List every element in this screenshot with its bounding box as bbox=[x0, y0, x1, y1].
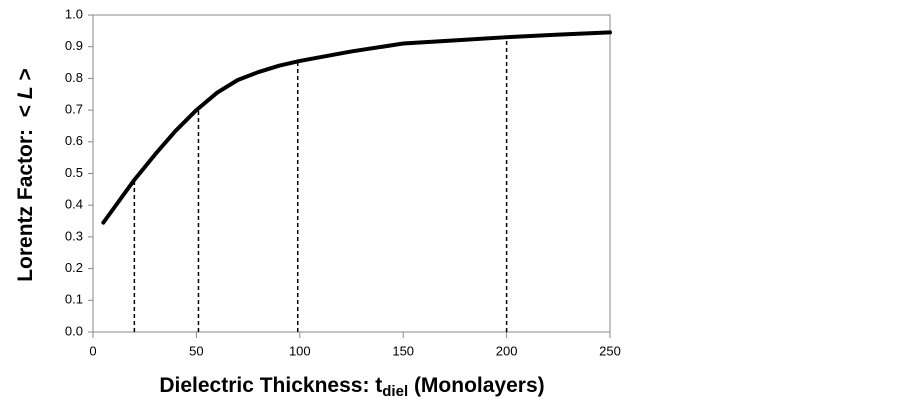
curve bbox=[101, 30, 612, 225]
y-tick-label: 0.3 bbox=[65, 228, 83, 243]
y-tick-label: 0.8 bbox=[65, 70, 83, 85]
x-axis-title-sub: diel bbox=[382, 383, 408, 400]
x-tick-label: 50 bbox=[189, 343, 203, 358]
y-tick-label: 0.2 bbox=[65, 260, 83, 275]
plot-frame bbox=[92, 14, 611, 333]
x-tick-label: 150 bbox=[392, 343, 414, 358]
y-axis-title: Lorentz Factor: < L > bbox=[14, 68, 37, 282]
y-tick-label: 0.4 bbox=[65, 197, 83, 212]
y-tick-label: 0.6 bbox=[65, 133, 83, 148]
y-axis-title-italic: L bbox=[14, 86, 37, 99]
x-axis-title-after: (Monolayers) bbox=[408, 374, 545, 397]
y-tick-label: 0.7 bbox=[65, 102, 83, 117]
x-axis-title-main: Dielectric Thickness: t bbox=[159, 374, 382, 397]
x-tick-label: 250 bbox=[599, 343, 621, 358]
y-tick-label: 0.1 bbox=[65, 292, 83, 307]
x-tick-label: 0 bbox=[89, 343, 96, 358]
y-tick-label: 0.9 bbox=[65, 38, 83, 53]
x-axis-title: Dielectric Thickness: tdiel (Monolayers) bbox=[159, 374, 544, 400]
x-tick-label: 200 bbox=[496, 343, 518, 358]
y-tick-label: 0.5 bbox=[65, 165, 83, 180]
y-axis-title-after: > bbox=[14, 68, 37, 80]
y-tick-label: 0.0 bbox=[65, 323, 83, 338]
y-tick-label: 1.0 bbox=[65, 6, 83, 21]
y-axis-title-main: Lorentz Factor: < bbox=[14, 105, 37, 282]
x-tick-label: 100 bbox=[289, 343, 311, 358]
